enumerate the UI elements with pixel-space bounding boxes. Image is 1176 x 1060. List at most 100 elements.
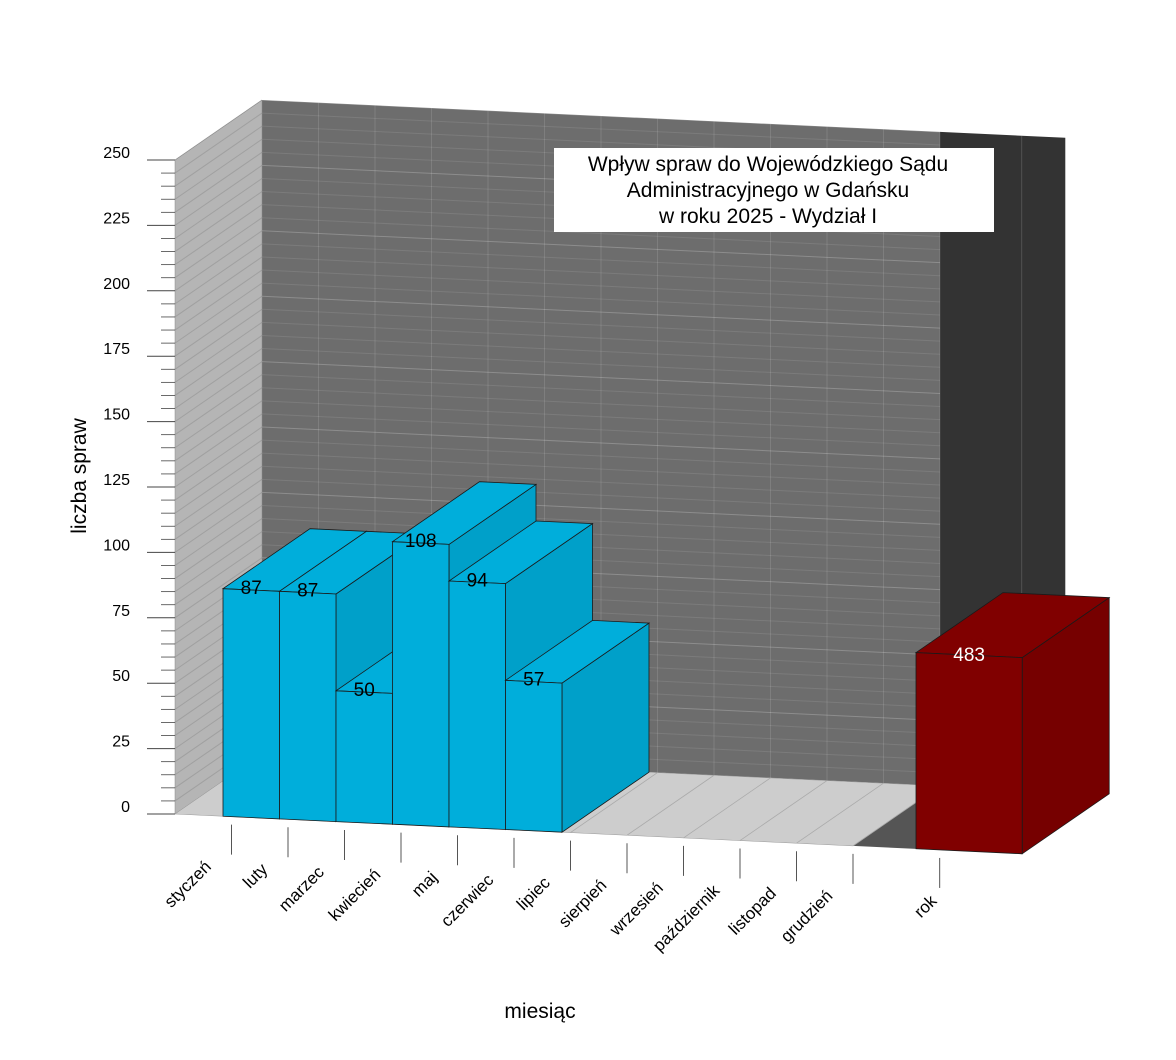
wall-gridline: [261, 400, 941, 434]
chart-title-line-1: Wpływ spraw do Wojewódzkiego Sądu: [588, 153, 948, 176]
bar-czerwiec: [504, 619, 651, 833]
side-gridline: [174, 230, 263, 292]
y-tick-label: 150: [103, 407, 130, 424]
wall-gridline: [261, 269, 941, 303]
side-gridline: [174, 321, 263, 383]
side-gridline: [174, 178, 263, 239]
bar-total: [914, 592, 1111, 855]
wall-gridline: [261, 465, 941, 499]
data-label: 87: [241, 578, 262, 599]
wall-gridline: [261, 308, 941, 342]
wall-gridline: [261, 321, 941, 355]
bar-kwiecień-front: [392, 541, 450, 828]
side-gridline: [174, 348, 263, 409]
bar-luty-front: [279, 590, 337, 823]
wall-gridline: [261, 518, 941, 551]
x-tick-label: kwiecień: [325, 865, 385, 925]
bar-styczeń-front: [222, 588, 280, 820]
side-gridline: [174, 426, 263, 488]
side-gridline: [174, 295, 263, 357]
side-gridline: [174, 531, 263, 593]
y-tick-label: 225: [103, 210, 130, 227]
y-tick-label: 0: [121, 799, 130, 816]
side-gridline: [174, 478, 263, 540]
x-tick-label: luty: [239, 859, 271, 891]
side-gridline: [174, 99, 263, 161]
side-gridline: [174, 151, 263, 213]
data-labels: 87 87 50 108 94 57 483: [241, 531, 985, 701]
side-gridline: [174, 164, 263, 226]
wall-gridline: [261, 334, 941, 368]
data-label: 50: [354, 680, 375, 701]
data-label: 87: [297, 581, 318, 602]
x-axis-title: miesiąc: [504, 1000, 575, 1023]
wall-gridline: [261, 99, 941, 133]
side-gridline: [174, 452, 263, 514]
x-tick-label-total: rok: [910, 891, 940, 921]
wall-gridline: [261, 112, 941, 146]
x-tick-label: marzec: [275, 862, 328, 915]
side-gridline: [174, 269, 263, 331]
side-gridline: [174, 282, 263, 344]
side-gridline: [174, 256, 263, 318]
wall-gridline: [261, 504, 941, 538]
floor-gridline: [570, 772, 658, 833]
bar-maj-front: [448, 580, 506, 830]
chart-title-line-2: Administracyjnego w Gdańsku: [627, 179, 909, 202]
y-tick-label: 25: [112, 734, 130, 751]
wall-gridline: [261, 491, 941, 525]
y-tick-label: 175: [103, 341, 130, 358]
x-tick-label: wrzesień: [605, 878, 667, 940]
wall-gridline: [261, 452, 941, 486]
data-label: 108: [405, 531, 437, 552]
wall-gridline: [261, 439, 941, 473]
side-gridline: [174, 544, 263, 606]
wall-gridline: [261, 426, 941, 460]
title-box: Wpływ spraw do Wojewódzkiego Sądu Admini…: [554, 148, 994, 232]
y-axis-title: liczba spraw: [68, 417, 91, 533]
bar-total-front: [915, 652, 1023, 855]
x-tick-label: czerwiec: [437, 870, 498, 931]
side-gridline: [174, 204, 263, 266]
y-tick-label: 200: [103, 276, 130, 293]
side-gridline: [174, 387, 263, 449]
wall-gridline: [261, 348, 941, 381]
wall-gridline: [261, 217, 941, 251]
side-gridline: [174, 335, 263, 396]
side-gridline: [174, 217, 263, 279]
floor-gridline: [796, 782, 884, 844]
title-background: [554, 148, 994, 232]
bars: [221, 481, 1111, 855]
y-tick-label: 125: [103, 472, 130, 489]
side-gridline: [174, 243, 263, 305]
wall-gridline: [261, 361, 941, 394]
y-axis: 0 25 50 75 100 125 150 175 200 225 250: [103, 145, 175, 816]
y-tick-label: 100: [103, 537, 130, 554]
x-tick-label: lipiec: [513, 873, 554, 914]
x-tick-label: styczeń: [161, 857, 215, 911]
side-gridline: [174, 361, 263, 423]
floor-gridline: [626, 774, 715, 836]
side-gridline: [174, 374, 263, 436]
wall-gridline: [261, 256, 941, 290]
side-gridline: [174, 439, 263, 501]
floor-gridline: [683, 777, 771, 839]
x-tick-label: grudzień: [777, 886, 837, 946]
side-gridline: [174, 191, 263, 252]
chart-title-line-3: w roku 2025 - Wydział I: [658, 205, 877, 228]
x-tick-label: maj: [408, 868, 441, 901]
bar-marzec-front: [335, 690, 393, 825]
side-gridline: [174, 400, 263, 462]
wall-gridline: [261, 413, 941, 447]
side-gridline: [174, 557, 263, 619]
wall-gridline: [261, 282, 941, 316]
wall-gridline: [261, 295, 941, 329]
bar-czerwiec-front: [505, 679, 563, 833]
x-tick-label: listopad: [725, 884, 780, 939]
wall-gridline: [261, 478, 941, 512]
wall-gridline: [261, 230, 941, 264]
side-gridline: [174, 413, 263, 475]
side-gridline: [174, 125, 263, 187]
y-tick-label: 50: [112, 668, 130, 685]
